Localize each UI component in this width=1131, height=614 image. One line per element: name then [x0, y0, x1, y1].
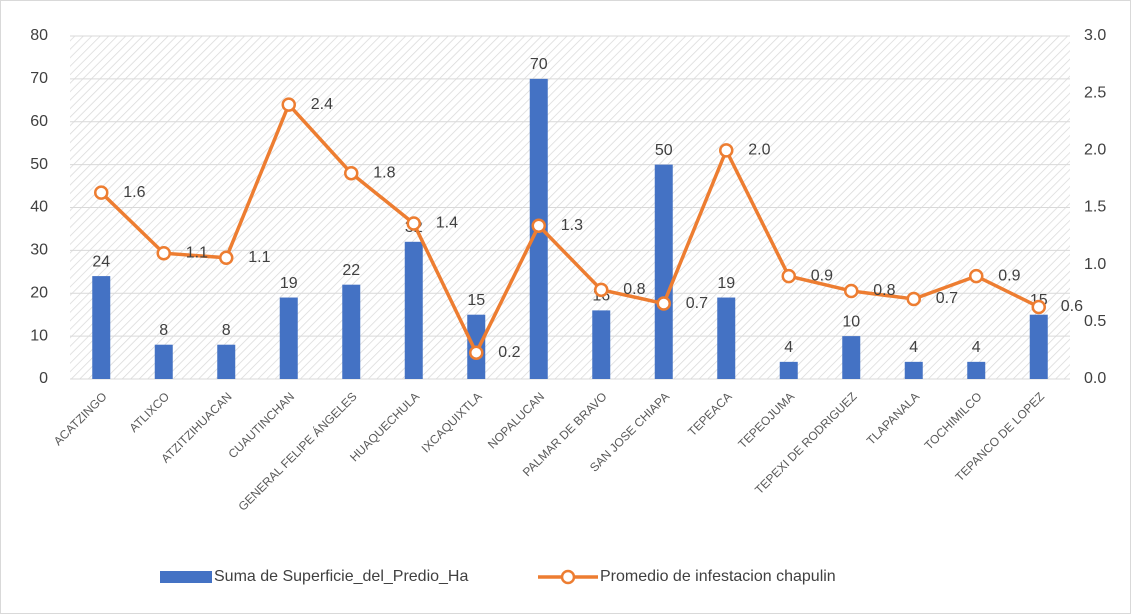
line-marker	[719, 143, 734, 158]
line-value-label: 0.7	[686, 295, 708, 312]
y2-tick-label: 3.0	[1084, 27, 1106, 44]
bar-value-label: 4	[784, 339, 793, 356]
bar-value-label: 8	[222, 322, 231, 339]
line-marker	[94, 185, 109, 200]
bar	[967, 361, 986, 379]
line-value-label: 1.8	[373, 164, 395, 181]
line-value-label: 1.1	[248, 249, 270, 266]
line-value-label: 0.9	[998, 267, 1020, 284]
line-value-label: 0.8	[873, 282, 895, 299]
line-marker	[594, 282, 609, 298]
y-tick-label: 30	[30, 242, 48, 259]
bar	[342, 284, 361, 379]
y-tick-label: 10	[30, 327, 48, 344]
y2-tick-label: 0.5	[1084, 313, 1106, 330]
line-marker	[344, 165, 359, 181]
y2-tick-label: 1.0	[1084, 256, 1106, 273]
bar	[92, 276, 111, 379]
bar-value-label: 70	[530, 56, 548, 73]
line-marker	[969, 268, 984, 284]
bar-value-label: 50	[655, 142, 673, 159]
y2-tick-label: 1.5	[1084, 199, 1106, 216]
bar-value-label: 4	[972, 339, 981, 356]
bar	[217, 344, 236, 379]
y-tick-label: 20	[30, 284, 48, 301]
y-tick-label: 50	[30, 156, 48, 173]
y-tick-label: 60	[30, 113, 48, 130]
line-value-label: 1.1	[186, 244, 208, 261]
line-marker	[1031, 299, 1046, 315]
bar	[717, 297, 736, 379]
bar-value-label: 24	[92, 253, 110, 270]
bar-value-label: 8	[159, 322, 168, 339]
y-tick-label: 70	[30, 70, 48, 87]
y2-tick-label: 2.5	[1084, 84, 1106, 101]
bar-value-label: 15	[467, 292, 485, 309]
legend-swatch-marker	[560, 569, 576, 585]
line-marker	[469, 345, 484, 360]
y-tick-label: 40	[30, 199, 48, 216]
bar	[279, 297, 298, 379]
legend-swatch	[160, 571, 212, 583]
bar-value-label: 4	[909, 339, 918, 356]
line-value-label: 0.8	[623, 281, 645, 298]
bar-value-label: 19	[280, 275, 298, 292]
bar-value-label: 10	[842, 313, 860, 330]
line-value-label: 2.4	[311, 96, 333, 113]
bar	[404, 241, 423, 379]
line-marker	[531, 218, 546, 234]
line-marker	[219, 250, 234, 266]
line-marker	[156, 245, 171, 261]
line-value-label: 1.3	[561, 217, 583, 234]
bar	[904, 361, 923, 379]
legend-label: Suma de Superficie_del_Predio_Ha	[214, 568, 468, 585]
line	[100, 101, 1040, 357]
bar	[592, 310, 611, 379]
y2-tick-label: 0.0	[1084, 370, 1106, 387]
line-value-label: 1.6	[123, 184, 145, 201]
line-marker	[281, 97, 296, 112]
line-value-label: 0.7	[936, 290, 958, 307]
line-marker	[406, 216, 421, 231]
y-tick-label: 80	[30, 27, 48, 44]
line-marker	[656, 296, 671, 311]
line-marker	[781, 268, 796, 284]
y-tick-label: 0	[39, 370, 48, 387]
bar-value-label: 19	[717, 275, 735, 292]
line-marker	[844, 283, 859, 299]
bar	[654, 164, 673, 379]
bar	[154, 344, 173, 379]
bar	[1029, 314, 1048, 379]
line-marker	[906, 291, 921, 307]
bar	[779, 361, 798, 379]
legend-label: Promedio de infestacion chapulin	[600, 568, 836, 585]
y2-tick-label: 2.0	[1084, 142, 1106, 159]
bar	[842, 336, 861, 379]
line-value-label: 0.2	[498, 344, 520, 361]
line-value-label: 0.6	[1061, 298, 1083, 315]
line-value-label: 1.4	[436, 215, 458, 232]
line-value-label: 2.0	[748, 142, 770, 159]
bar-value-label: 22	[342, 262, 360, 279]
line-value-label: 0.9	[811, 267, 833, 284]
